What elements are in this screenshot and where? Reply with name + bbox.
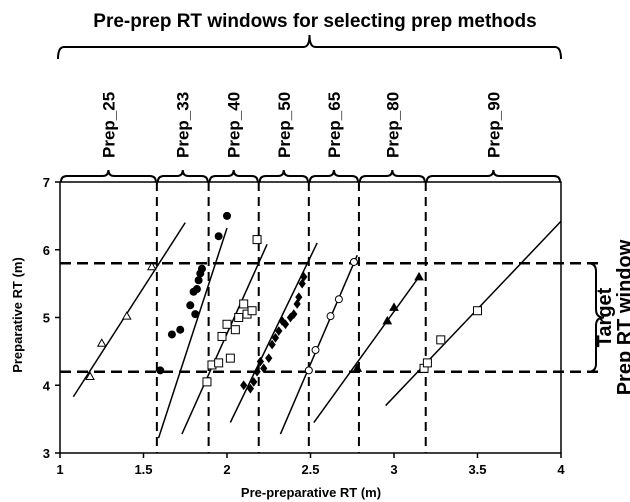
data-point: [202, 377, 212, 387]
data-point: [194, 276, 203, 285]
prep-label: Prep_50: [275, 92, 294, 158]
data-point: [253, 366, 261, 377]
chart-title: Pre-prep RT windows for selecting prep m…: [93, 11, 536, 32]
prep-label: Prep_65: [325, 92, 344, 158]
data-point: [222, 319, 232, 329]
x-tick-label: 1: [56, 462, 63, 477]
y-tick-label: 4: [43, 378, 51, 393]
y-tick-label: 5: [43, 311, 50, 326]
data-point: [156, 366, 165, 375]
prep-window-brace: [258, 169, 309, 183]
x-tick-label: 3.5: [468, 462, 486, 477]
data-point: [290, 309, 298, 319]
data-point: [96, 338, 107, 347]
data-point: [334, 295, 343, 304]
data-point: [382, 315, 393, 325]
data-point: [197, 264, 206, 273]
data-point: [311, 346, 320, 355]
data-point: [252, 235, 262, 245]
fit-line: [157, 227, 228, 439]
data-point: [240, 380, 248, 391]
data-point: [293, 299, 301, 309]
data-point: [349, 257, 358, 266]
data-point: [246, 383, 255, 394]
data-point: [414, 271, 424, 281]
data-point: [230, 325, 240, 335]
data-point: [304, 366, 313, 375]
data-point: [192, 285, 201, 294]
data-point: [146, 261, 157, 271]
y-axis-label: Preparative RT (m): [10, 257, 25, 373]
data-point: [265, 353, 273, 363]
y-tick-label: 3: [43, 446, 50, 461]
title-brace: [57, 34, 562, 60]
data-point: [167, 330, 176, 339]
prep-window-brace: [156, 169, 209, 183]
fit-line: [72, 222, 186, 398]
prep-window-brace: [358, 169, 426, 183]
data-point: [217, 331, 227, 341]
fit-line: [313, 276, 420, 423]
x-tick-label: 4: [557, 462, 565, 477]
data-point: [271, 332, 280, 343]
data-point: [436, 335, 446, 345]
target-label-line2: Prep RT window: [614, 239, 630, 395]
prep-label: Prep_33: [174, 92, 193, 158]
fit-line: [229, 242, 318, 423]
axes: 1 1.5 2 2.5 3 3.5 4 3 4 5 6 7: [43, 175, 566, 477]
data-point: [250, 377, 258, 387]
data-point: [352, 363, 363, 372]
data-point: [300, 272, 308, 282]
data-point: [239, 299, 249, 309]
target-window-brace: [587, 262, 605, 373]
data-point: [260, 363, 268, 374]
prep-window-brace: [60, 169, 157, 183]
x-axis-label: Pre-preparative RT (m): [241, 485, 381, 500]
data-marks: [72, 211, 562, 439]
x-tick-label: 2.5: [301, 462, 319, 477]
plot-frame: [59, 181, 562, 454]
data-point: [176, 325, 185, 334]
data-point: [422, 358, 432, 368]
data-point: [326, 312, 335, 321]
x-tick-label: 1.5: [134, 462, 152, 477]
data-point: [247, 306, 257, 316]
data-point: [234, 313, 244, 322]
data-point: [473, 306, 482, 316]
data-point: [298, 278, 306, 289]
y-tick-label: 6: [43, 243, 50, 258]
data-point: [268, 339, 276, 350]
data-point: [191, 310, 200, 319]
data-point: [281, 319, 290, 330]
data-point: [275, 326, 283, 336]
prep-window-brace: [208, 169, 259, 183]
prep-window-brace: [425, 169, 561, 183]
fit-line: [279, 254, 358, 435]
data-point: [223, 211, 231, 220]
data-point: [214, 232, 223, 241]
data-point: [85, 371, 95, 380]
prep-windows: Prep_25 Prep_33 Prep_40 Prep_50 Prep_65 Prep_…: [60, 92, 561, 183]
x-tick-label: 2: [223, 462, 230, 477]
prep-label: Prep_80: [383, 92, 402, 158]
data-point: [225, 353, 235, 363]
prep-label: Prep_90: [484, 92, 503, 158]
target-label-line1: Target: [594, 287, 616, 347]
y-tick-label: 7: [43, 175, 50, 190]
data-point: [121, 311, 132, 320]
data-point: [256, 356, 265, 367]
prep-label: Prep_40: [225, 92, 244, 158]
x-tick-label: 3: [390, 462, 397, 477]
prep-window-brace: [308, 169, 359, 183]
data-point: [186, 301, 195, 310]
prep-label: Prep_25: [99, 92, 118, 158]
data-point: [389, 302, 399, 311]
data-point: [295, 292, 303, 303]
data-point: [214, 358, 224, 368]
